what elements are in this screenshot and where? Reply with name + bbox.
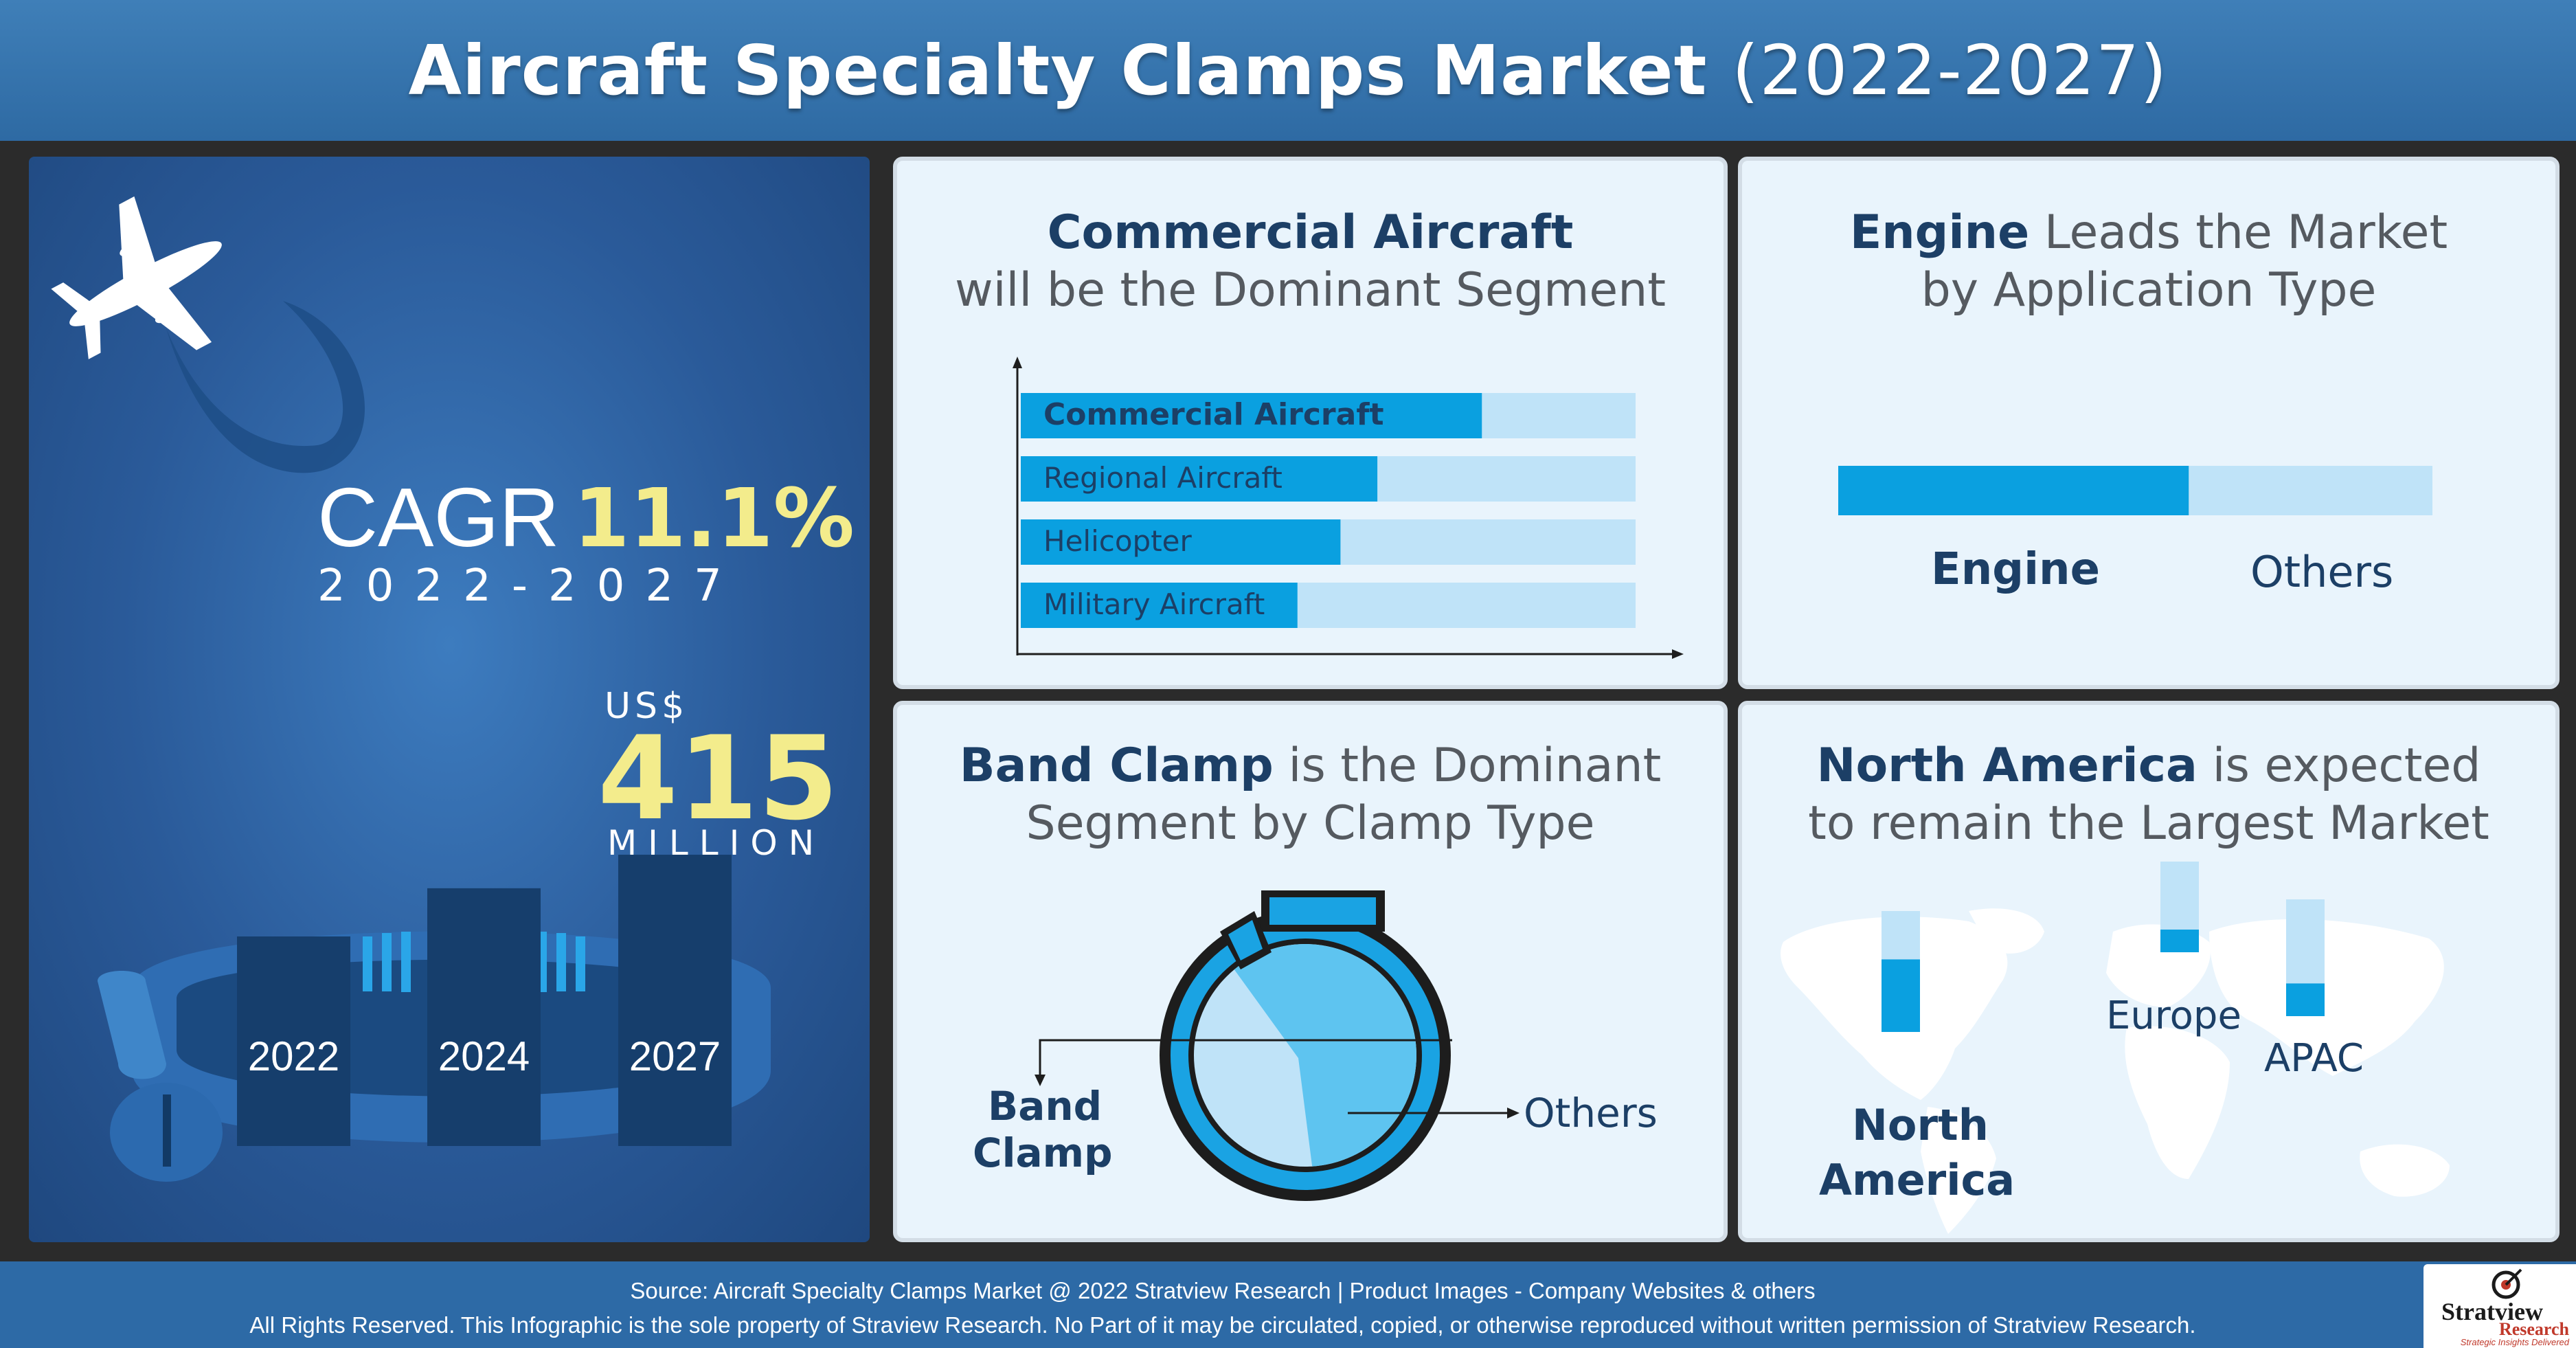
bar-label-2: Helicopter bbox=[1043, 524, 1193, 558]
greenland-shape bbox=[1969, 908, 2044, 954]
australia-shape bbox=[2360, 1144, 2450, 1197]
x-axis-arrow bbox=[1672, 649, 1684, 659]
growth-bar-label-2022: 2022 bbox=[248, 1033, 339, 1079]
cagr-value: 11.1% bbox=[573, 471, 855, 565]
contrail-swoosh bbox=[166, 301, 365, 473]
airplane-icon bbox=[51, 196, 222, 359]
panel-graphics: 2022 2024 2027 bbox=[51, 196, 771, 1182]
aircraft-type-title: Commercial Aircraft bbox=[897, 203, 1724, 262]
application-title: Engine Leads the Market bbox=[1742, 203, 2555, 262]
aircraft-type-card: Commercial Aircraft will be the Dominant… bbox=[893, 157, 1728, 689]
cagr-block: CAGR 11.1% bbox=[317, 469, 855, 565]
label-europe: Europe bbox=[2106, 993, 2241, 1038]
bar-label-1: Regional Aircraft bbox=[1043, 461, 1283, 495]
growth-bar-2027 bbox=[618, 855, 732, 1146]
africa-shape bbox=[2125, 1026, 2230, 1179]
region-subtitle: to remain the Largest Market bbox=[1808, 796, 2489, 851]
cagr-label: CAGR bbox=[317, 471, 560, 564]
growth-bar-2024 bbox=[427, 888, 541, 1146]
world-map bbox=[1781, 862, 2450, 1234]
bar-others bbox=[2189, 466, 2432, 515]
page-title: Aircraft Specialty Clamps Market (2022-2… bbox=[409, 30, 2168, 111]
aircraft-type-subtitle: will be the Dominant Segment bbox=[955, 263, 1666, 317]
cagr-panel: 2022 2024 2027 CAGR 11.1% 2022-2027 US$ 415… bbox=[29, 157, 870, 1242]
bar-military-aircraft bbox=[1021, 583, 1298, 628]
bar-label-3: Military Aircraft bbox=[1043, 587, 1265, 621]
region-bar-north-america bbox=[1882, 959, 1920, 1032]
aircraft-type-bars: Commercial Aircraft Regional Aircraft Heli… bbox=[1021, 393, 1636, 628]
footer: Source: Aircraft Specialty Clamps Market… bbox=[0, 1261, 2576, 1348]
clamp-type-chart bbox=[1035, 890, 1519, 1201]
clamp-type-subtitle: Segment by Clamp Type bbox=[1026, 796, 1595, 851]
market-value: 415 bbox=[598, 711, 839, 846]
y-axis-arrow bbox=[1013, 357, 1022, 368]
leader-band-clamp bbox=[1039, 1039, 1452, 1076]
clamp-bolt bbox=[98, 971, 223, 1182]
pie-slice-band-clamp bbox=[1234, 944, 1417, 1167]
logo-name: Stratview bbox=[2441, 1298, 2543, 1325]
logo-sub: Research bbox=[2498, 1319, 2569, 1339]
bar-regional-aircraft bbox=[1021, 456, 1378, 502]
application-title-rest1: Leads the Market bbox=[2044, 205, 2448, 260]
bar-commercial-aircraft bbox=[1021, 393, 1482, 438]
region-title: North America is expected bbox=[1742, 737, 2555, 796]
footer-source: Source: Aircraft Specialty Clamps Market… bbox=[630, 1278, 1816, 1303]
region-title-rest1: is expected bbox=[2212, 739, 2481, 793]
region-bar-apac bbox=[2286, 983, 2325, 1016]
currency-label: US$ bbox=[605, 686, 689, 727]
cagr-period: 2022-2027 bbox=[317, 561, 743, 611]
application-title-bold: Engine bbox=[1849, 205, 2030, 260]
south-america-shape bbox=[1921, 1107, 1996, 1234]
label-band-clamp-line1: Band bbox=[988, 1083, 1103, 1130]
clamp-latch bbox=[1220, 890, 1385, 969]
stratview-logo: Stratview Research Strategic Insights De… bbox=[2424, 1264, 2576, 1348]
clamp-type-title-rest1: is the Dominant bbox=[1288, 739, 1662, 793]
label-others-application: Others bbox=[2250, 547, 2394, 597]
growth-bar-2022 bbox=[237, 936, 350, 1146]
region-title-bold: North America bbox=[1816, 739, 2197, 793]
application-chart bbox=[1838, 466, 2432, 515]
growth-bar-chart: 2022 2024 2027 bbox=[237, 855, 732, 1146]
growth-bar-label-2024: 2024 bbox=[438, 1033, 530, 1079]
label-engine: Engine bbox=[1931, 544, 2100, 595]
clamp-type-card: Band Clamp is the Dominant Segment by Cl… bbox=[893, 701, 1728, 1242]
label-others-clamp: Others bbox=[1524, 1090, 1658, 1136]
logo-target-icon bbox=[2492, 1268, 2522, 1299]
application-subtitle: by Application Type bbox=[1921, 263, 2377, 317]
label-north-america-line2: America bbox=[1819, 1155, 2015, 1205]
header-banner: Aircraft Specialty Clamps Market (2022-2… bbox=[0, 0, 2576, 141]
region-bars bbox=[1882, 862, 2325, 1032]
region-bar-europe bbox=[2160, 930, 2199, 952]
aircraft-type-title-bold: Commercial Aircraft bbox=[1047, 205, 1574, 260]
bar-label-0: Commercial Aircraft bbox=[1043, 397, 1384, 432]
application-stacked-bar bbox=[1838, 466, 2432, 515]
growth-bar-label-2027: 2027 bbox=[629, 1033, 721, 1079]
bar-engine bbox=[1838, 466, 2189, 515]
market-unit: MILLION bbox=[607, 823, 826, 863]
asia-shape bbox=[2209, 919, 2444, 1076]
application-card: Engine Leads the Market by Application T… bbox=[1738, 157, 2560, 689]
bar-helicopter bbox=[1021, 519, 1341, 565]
aircraft-type-chart: Commercial Aircraft Regional Aircraft Heli… bbox=[1013, 357, 1684, 659]
clamp-type-title: Band Clamp is the Dominant bbox=[897, 737, 1724, 796]
region-card: North America is expected to remain the … bbox=[1738, 701, 2560, 1242]
clamp-type-title-bold: Band Clamp bbox=[959, 739, 1274, 793]
label-band-clamp-line2: Clamp bbox=[973, 1130, 1113, 1176]
footer-rights: All Rights Reserved. This Infographic is… bbox=[249, 1312, 2196, 1338]
label-apac: APAC bbox=[2264, 1036, 2364, 1081]
title-years: (2022-2027) bbox=[1732, 30, 2168, 111]
label-north-america-line1: North bbox=[1852, 1100, 1989, 1150]
logo-tagline: Strategic Insights Delivered bbox=[2460, 1337, 2569, 1347]
title-main: Aircraft Specialty Clamps Market bbox=[408, 30, 1708, 111]
